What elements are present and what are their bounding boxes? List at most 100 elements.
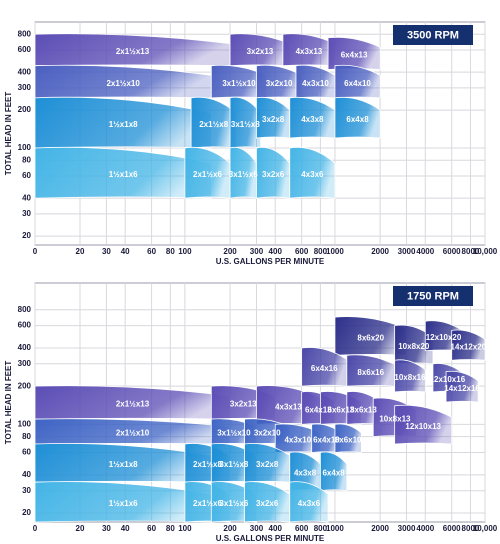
x-tick-label: 2000 [371, 247, 389, 256]
x-tick-label: 4000 [416, 247, 434, 256]
x-tick-label: 300 [250, 247, 264, 256]
zone-label: 1½x1x6 [109, 170, 138, 179]
zone-label: 2x1½x6 [193, 499, 222, 508]
x-tick-label: 1000 [326, 524, 344, 533]
zone-label: 2x1½x6 [193, 170, 222, 179]
pump-zone [334, 96, 381, 139]
zone-label: 14x12x16 [444, 384, 480, 393]
y-tick-label: 400 [18, 343, 32, 352]
zone-label: 2x1½x13 [116, 400, 150, 409]
chart-title: 3500 RPM [407, 29, 459, 41]
x-tick-label: 800 [314, 247, 328, 256]
zone-label: 3x1½x6 [219, 499, 248, 508]
x-tick-label: 600 [295, 524, 309, 533]
y-tick-label: 800 [18, 305, 32, 314]
x-tick-label: 300 [250, 524, 264, 533]
x-tick-label: 10,000 [473, 247, 498, 256]
pump-zone [445, 370, 479, 403]
x-tick-label: 2000 [371, 524, 389, 533]
y-tick-label: 300 [18, 359, 32, 368]
x-axis-label: U.S. GALLONS PER MINUTE [216, 257, 325, 266]
zone-label: 4x3x13 [275, 402, 302, 411]
x-tick-label: 400 [269, 247, 283, 256]
zone-label: 10x8x16 [394, 373, 426, 382]
zone-label: 2x1½x10 [116, 429, 150, 438]
x-tick-label: 40 [121, 247, 130, 256]
zone-label: 6x4x13 [305, 405, 332, 414]
y-tick-label: 400 [18, 67, 32, 76]
x-tick-label: 1000 [326, 247, 344, 256]
zone-label: 14x12x20 [451, 342, 487, 351]
x-tick-label: 60 [147, 247, 156, 256]
pump-zone [289, 481, 329, 523]
x-tick-label: 0 [33, 524, 38, 533]
zone-label: 8x6x20 [357, 333, 384, 342]
x-tick-label: 30 [102, 247, 111, 256]
zone-label: 4x3x13 [296, 47, 323, 56]
x-tick-label: 40 [121, 524, 130, 533]
zone-label: 8x6x10 [335, 436, 362, 445]
x-tick-label: 8000 [462, 524, 480, 533]
zone-label: 4x3x10 [284, 436, 311, 445]
zone-label: 6x4x10 [313, 436, 340, 445]
zone-label: 3x1½x6 [229, 170, 258, 179]
x-tick-label: 6000 [443, 524, 461, 533]
y-tick-label: 300 [18, 83, 32, 92]
y-tick-label: 20 [22, 231, 31, 240]
x-tick-label: 600 [295, 247, 309, 256]
zone-label: 2x1½x8 [199, 120, 228, 129]
zone-label: 4x3x8 [294, 469, 317, 478]
rpm-badge [393, 286, 473, 306]
x-tick-label: 4000 [416, 524, 434, 533]
zone-label: 6x4x16 [311, 364, 338, 373]
x-tick-label: 100 [178, 247, 192, 256]
rpm-badge [393, 25, 473, 45]
zone-label: 6x4x10 [344, 79, 371, 88]
zone-label: 12x10x20 [426, 333, 462, 342]
y-tick-label: 600 [18, 45, 32, 54]
y-tick-label: 60 [22, 171, 31, 180]
pump-zone [311, 423, 342, 453]
zone-label: 2x1½x13 [116, 47, 150, 56]
zone-label: 4x3x8 [301, 115, 324, 124]
zone-label: 8x6x16 [357, 368, 384, 377]
zone-label: 10x8x13 [379, 415, 411, 424]
zone-label: 10x8x20 [398, 342, 430, 351]
x-tick-label: 8000 [462, 247, 480, 256]
zone-label: 4x3x6 [301, 170, 324, 179]
y-tick-label: 80 [22, 155, 31, 164]
zone-label: 3x2x13 [230, 400, 257, 409]
y-tick-label: 100 [18, 419, 32, 428]
x-axis-label: U.S. GALLONS PER MINUTE [216, 534, 325, 543]
zone-label: 6x4x8 [322, 469, 345, 478]
zone-label: 3x2x13 [247, 47, 274, 56]
y-tick-label: 200 [18, 105, 32, 114]
y-tick-label: 100 [18, 143, 32, 152]
pump-zone [394, 359, 426, 393]
y-tick-label: 200 [18, 381, 32, 390]
x-tick-label: 3000 [398, 247, 416, 256]
x-tick-label: 80 [166, 524, 175, 533]
pump-zone [289, 146, 336, 199]
zone-label: 3x2x10 [254, 429, 281, 438]
x-tick-label: 60 [147, 524, 156, 533]
zone-label: 6x4x8 [346, 115, 369, 124]
x-tick-label: 200 [223, 524, 237, 533]
zone-label: 3x2x6 [256, 499, 279, 508]
zone-label: 3x2x10 [266, 79, 293, 88]
x-tick-label: 6000 [443, 247, 461, 256]
zone-label: 3x1½x8 [231, 120, 260, 129]
pump-zone [320, 451, 348, 492]
zone-label: 4x3x10 [302, 79, 329, 88]
x-tick-label: 80 [166, 247, 175, 256]
y-tick-label: 60 [22, 448, 31, 457]
y-axis-label: TOTAL HEAD IN FEET [4, 92, 13, 176]
chart-title: 1750 RPM [407, 290, 459, 302]
y-tick-label: 40 [22, 193, 31, 202]
x-tick-label: 10,000 [473, 524, 498, 533]
pump-zone [34, 146, 212, 199]
zone-label: 1½x1x8 [109, 120, 138, 129]
